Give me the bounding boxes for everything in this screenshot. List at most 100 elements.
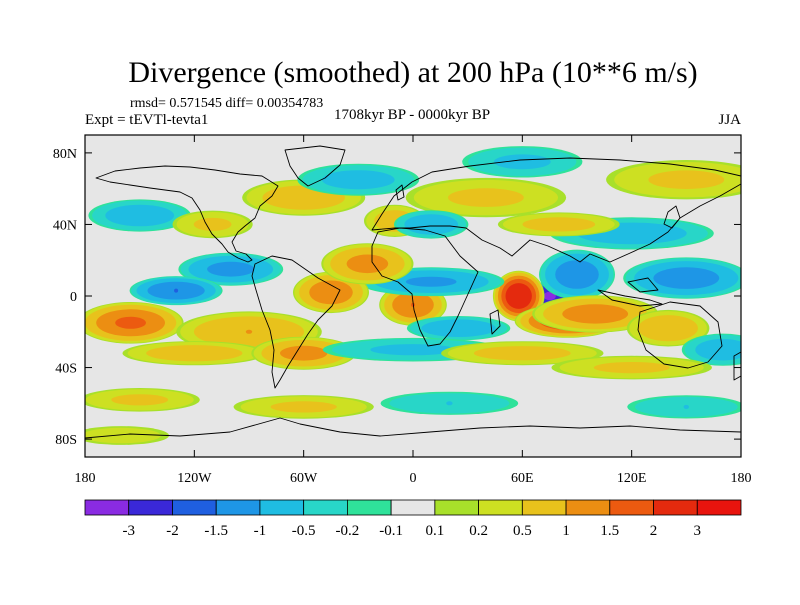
- field-feature-9: [321, 243, 414, 285]
- stats-label: rmsd= 0.571545 diff= 0.00354783: [130, 96, 323, 111]
- contour-level: [555, 260, 599, 289]
- field-feature-27: [394, 210, 469, 239]
- field-feature-12: [85, 302, 184, 344]
- coast-africa: [371, 227, 479, 347]
- colorbar-label: -3: [122, 523, 135, 539]
- x-tick-label: 60W: [290, 471, 318, 486]
- field-feature-16: [623, 257, 741, 299]
- colorbar-box: [84, 499, 130, 516]
- chart-title: Divergence (smoothed) at 200 hPa (10**6 …: [128, 56, 697, 89]
- coast-eurasia: [371, 157, 741, 263]
- colorbar-label: -2: [166, 523, 179, 539]
- contour-level: [115, 316, 146, 329]
- x-tick-label: 0: [410, 471, 417, 486]
- field-feature-22: [242, 179, 366, 216]
- coast-antarctica: [85, 417, 741, 439]
- colorbar-box: [215, 499, 261, 516]
- field-feature-10: [178, 252, 284, 286]
- contour-level: [421, 319, 496, 338]
- contour-level: [593, 362, 670, 374]
- coast-madagascar: [489, 309, 501, 335]
- field-feature-14: [122, 341, 267, 366]
- field-feature-32: [551, 355, 712, 380]
- y-tick-label: 80S: [55, 433, 77, 448]
- contour-level: [309, 280, 353, 305]
- colorbar-box: [565, 499, 611, 516]
- field-feature-36: [627, 395, 741, 419]
- y-tick-label: 0: [70, 290, 77, 305]
- contour-level: [695, 338, 741, 361]
- colorbar-label: 0.5: [513, 523, 532, 539]
- x-tick-label: 120E: [617, 471, 647, 486]
- coast-australia: [637, 301, 723, 369]
- coast-greenland: [284, 145, 346, 187]
- contour-level: [322, 170, 395, 190]
- coast-south-america: [251, 255, 341, 389]
- colorbar-label: -1: [254, 523, 267, 539]
- field-feature-31: [441, 341, 604, 366]
- colorbar-label: -0.5: [292, 523, 316, 539]
- contour-level: [493, 154, 551, 170]
- colorbar-box: [346, 499, 392, 516]
- contour-level: [683, 404, 689, 409]
- colorbar-box: [696, 499, 742, 516]
- y-tick-label: 40S: [55, 362, 77, 377]
- map-area: [84, 134, 742, 458]
- colorbar-box: [303, 499, 348, 516]
- contour-level: [245, 329, 253, 334]
- colorbar-box: [521, 499, 567, 516]
- period-label: 1708kyr BP - 0000kyr BP: [334, 107, 490, 123]
- colorbar-label: 2: [650, 523, 658, 539]
- contour-level: [448, 188, 524, 207]
- field-feature-11: [129, 276, 223, 306]
- contour-level: [193, 217, 232, 231]
- contour-level: [146, 345, 243, 362]
- colorbar-box: [390, 499, 436, 516]
- contour-level: [270, 401, 337, 413]
- colorbar-label: 1: [562, 523, 570, 539]
- contour-level: [370, 344, 456, 356]
- contour-level: [653, 267, 720, 289]
- expt-label: Expt = tEVTl-tevta1: [85, 112, 208, 128]
- colorbar-label: -0.2: [336, 523, 360, 539]
- contour-level: [85, 427, 161, 444]
- contour-level: [648, 170, 725, 189]
- season-label: JJA: [718, 112, 741, 128]
- contour-level: [174, 288, 179, 293]
- field-feature-25: [297, 163, 420, 196]
- field-feature-21: [405, 177, 567, 218]
- field-feature-4: [532, 295, 659, 333]
- coast-new-zealand: [733, 351, 741, 381]
- x-tick-label: 120W: [177, 471, 212, 486]
- field-feature-33: [85, 388, 200, 412]
- contour-level: [473, 346, 571, 361]
- contour-level: [543, 291, 556, 301]
- colorbar-label: -1.5: [204, 523, 228, 539]
- colorbar-box: [609, 499, 654, 516]
- colorbar-box: [172, 499, 217, 516]
- field-feature-23: [88, 199, 191, 232]
- contour-level: [446, 401, 453, 406]
- field-feature-28: [606, 160, 741, 200]
- coast-british-isles: [395, 184, 405, 201]
- contour-level: [105, 204, 175, 227]
- contour-level: [207, 261, 255, 277]
- y-tick-label: 40N: [53, 218, 77, 233]
- x-tick-label: 180: [75, 471, 96, 486]
- colorbar-label: 3: [694, 523, 702, 539]
- x-tick-label: 60E: [511, 471, 534, 486]
- contour-level: [405, 276, 457, 287]
- field-feature-7: [406, 316, 511, 341]
- contour-level: [562, 304, 629, 324]
- field-feature-1: [539, 249, 615, 300]
- colorbar-box: [478, 499, 523, 516]
- field-feature-2: [492, 270, 545, 322]
- coast-indonesia: [597, 277, 663, 307]
- contour-level: [280, 345, 328, 361]
- contour-level: [505, 283, 532, 309]
- y-tick-label: 80N: [53, 147, 77, 162]
- field-feature-35: [380, 391, 519, 415]
- field-feature-18: [681, 333, 741, 366]
- colorbar-label: 1.5: [600, 523, 619, 539]
- colorbar-label: 0.1: [425, 523, 444, 539]
